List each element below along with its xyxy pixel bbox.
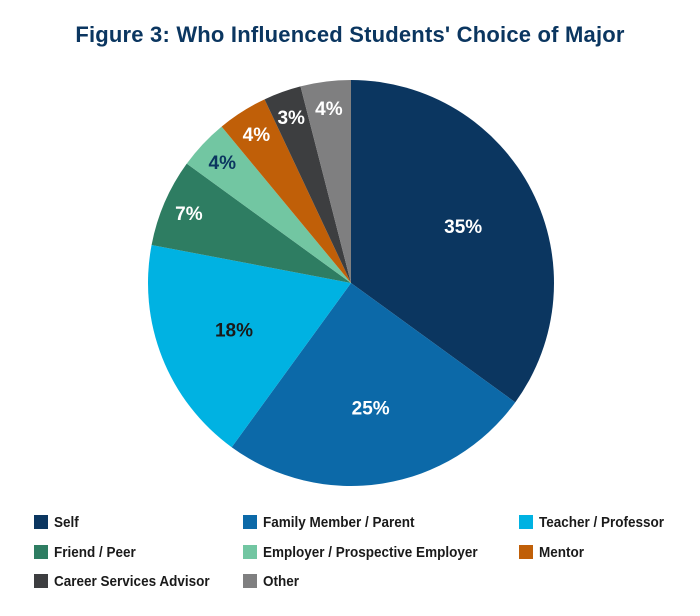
pie-chart: 35% 25% 18% 7% 4% 4% 3% 4%: [148, 80, 554, 487]
legend-label: Mentor: [539, 543, 584, 561]
legend-label: Employer / Prospective Employer: [263, 543, 478, 561]
slice-label: 25%: [352, 398, 390, 419]
legend-swatch: [243, 574, 257, 588]
legend-item: Mentor: [519, 542, 589, 562]
legend-swatch: [243, 545, 257, 559]
slice-label: 18%: [215, 320, 253, 341]
legend-item: Friend / Peer: [34, 542, 145, 562]
legend-swatch: [519, 515, 533, 529]
chart-title: Figure 3: Who Influenced Students' Choic…: [75, 22, 625, 47]
pie-slice-career-services-advisor: [264, 86, 351, 283]
slice-label: 4%: [315, 99, 343, 120]
slice-label: 3%: [277, 108, 305, 129]
legend-label: Friend / Peer: [54, 543, 136, 561]
legend-item: Family Member / Parent: [243, 512, 431, 532]
legend-swatch: [34, 545, 48, 559]
pie-slice-self: [351, 80, 554, 403]
legend-item: Employer / Prospective Employer: [243, 542, 501, 562]
legend-label: Other: [263, 572, 300, 590]
legend-item: Self: [34, 512, 82, 532]
legend-item: Career Services Advisor: [34, 571, 227, 591]
pie-slice-mentor: [221, 99, 351, 284]
legend-label: Career Services Advisor: [54, 572, 210, 590]
slice-label: 4%: [243, 125, 271, 146]
slice-label: 35%: [444, 217, 482, 238]
legend-label: Family Member / Parent: [263, 513, 415, 531]
legend-swatch: [34, 574, 48, 588]
pie-slice-other: [300, 80, 351, 283]
slice-label: 7%: [175, 204, 203, 225]
legend-swatch: [34, 515, 48, 529]
slice-label: 4%: [209, 153, 237, 174]
legend-label: Self: [54, 513, 79, 531]
legend-label: Teacher / Professor: [539, 513, 665, 531]
legend-swatch: [519, 545, 533, 559]
pie-slice-employer-prospective-employer: [186, 126, 351, 283]
pie-slice-friend-peer: [151, 163, 351, 283]
legend-swatch: [243, 515, 257, 529]
legend-item: Other: [243, 571, 303, 591]
pie-slice-family-member-parent: [231, 283, 516, 487]
legend-item: Teacher / Professor: [519, 512, 678, 532]
pie-slice-teacher-professor: [148, 244, 351, 448]
